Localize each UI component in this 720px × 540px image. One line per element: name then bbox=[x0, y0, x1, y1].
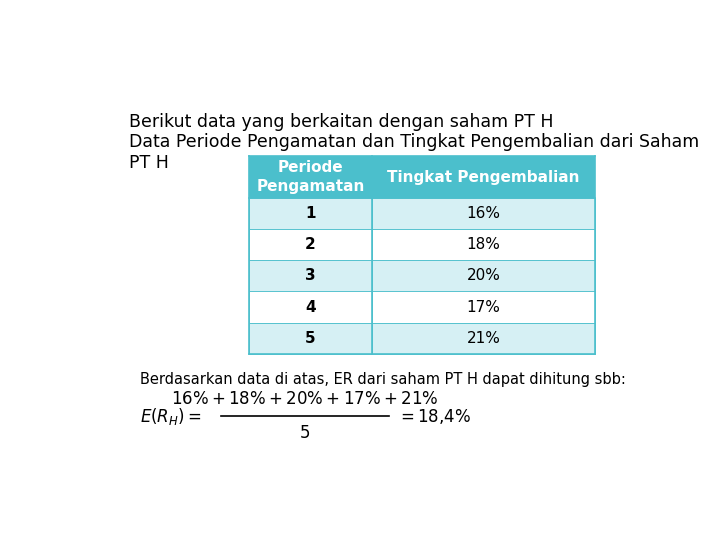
Text: 16%: 16% bbox=[467, 206, 500, 221]
Text: 21%: 21% bbox=[467, 330, 500, 346]
FancyBboxPatch shape bbox=[372, 156, 595, 198]
Text: Periode
Pengamatan: Periode Pengamatan bbox=[256, 160, 364, 194]
Text: 20%: 20% bbox=[467, 268, 500, 284]
Text: 5: 5 bbox=[305, 330, 316, 346]
Text: Berikut data yang berkaitan dengan saham PT H: Berikut data yang berkaitan dengan saham… bbox=[129, 113, 554, 131]
Text: $= 18{,}4\%$: $= 18{,}4\%$ bbox=[397, 407, 471, 426]
Text: Data Periode Pengamatan dan Tingkat Pengembalian dari Saham: Data Periode Pengamatan dan Tingkat Peng… bbox=[129, 133, 699, 151]
Text: 4: 4 bbox=[305, 300, 316, 314]
Text: $5$: $5$ bbox=[300, 424, 310, 442]
FancyBboxPatch shape bbox=[372, 229, 595, 260]
FancyBboxPatch shape bbox=[249, 322, 372, 354]
FancyBboxPatch shape bbox=[372, 260, 595, 292]
FancyBboxPatch shape bbox=[372, 322, 595, 354]
Text: 17%: 17% bbox=[467, 300, 500, 314]
Text: 2: 2 bbox=[305, 237, 316, 252]
Text: Tingkat Pengembalian: Tingkat Pengembalian bbox=[387, 170, 580, 185]
Text: $16\% + 18\% + 20\% + 17\% + 21\%$: $16\% + 18\% + 20\% + 17\% + 21\%$ bbox=[171, 390, 438, 408]
FancyBboxPatch shape bbox=[249, 229, 372, 260]
Text: 18%: 18% bbox=[467, 237, 500, 252]
FancyBboxPatch shape bbox=[249, 292, 372, 322]
FancyBboxPatch shape bbox=[372, 198, 595, 229]
Text: 1: 1 bbox=[305, 206, 315, 221]
FancyBboxPatch shape bbox=[249, 156, 372, 198]
Text: PT H: PT H bbox=[129, 154, 169, 172]
FancyBboxPatch shape bbox=[249, 198, 372, 229]
Text: $E(R_H) =$: $E(R_H) =$ bbox=[140, 406, 202, 427]
Text: 3: 3 bbox=[305, 268, 316, 284]
FancyBboxPatch shape bbox=[372, 292, 595, 322]
FancyBboxPatch shape bbox=[249, 260, 372, 292]
Text: Berdasarkan data di atas, ER dari saham PT H dapat dihitung sbb:: Berdasarkan data di atas, ER dari saham … bbox=[140, 373, 626, 388]
